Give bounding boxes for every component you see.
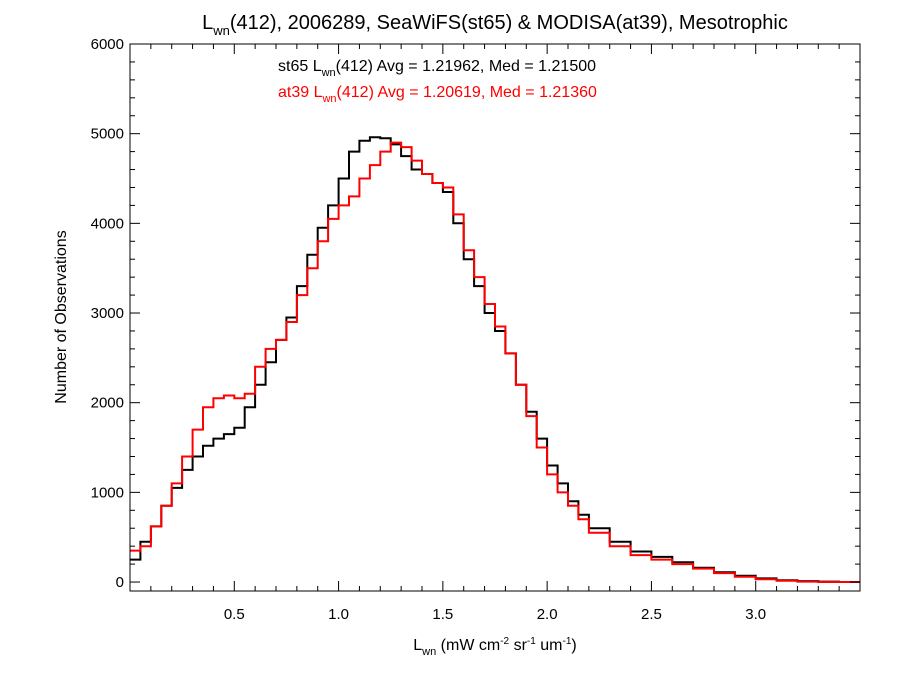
x-tick-label: 1.5 xyxy=(432,606,453,623)
chart-title: Lwn(412), 2006289, SeaWiFS(st65) & MODIS… xyxy=(202,12,788,38)
plot-frame xyxy=(129,43,861,592)
x-axis-label: Lwn (mW cm-2 sr-1 um-1) xyxy=(413,636,576,658)
y-tick-label: 4000 xyxy=(91,215,124,232)
y-tick-label: 5000 xyxy=(91,126,124,143)
y-axis-ticks: 0 1000 2000 3000 4000 5000 6000 xyxy=(91,36,860,591)
x-tick-label: 3.0 xyxy=(745,606,766,623)
y-tick-label: 0 xyxy=(116,574,124,591)
y-axis-label: Number of Observations xyxy=(53,230,70,403)
y-tick-label: 2000 xyxy=(91,395,124,412)
y-tick-label: 3000 xyxy=(91,305,124,322)
x-tick-label: 1.0 xyxy=(328,606,349,623)
y-tick-label: 6000 xyxy=(91,36,124,53)
x-tick-label: 0.5 xyxy=(224,606,245,623)
series-st65-stats: st65 Lwn(412) Avg = 1.21962, Med = 1.215… xyxy=(278,58,596,79)
plot-area xyxy=(130,136,860,583)
x-axis-ticks: 0.5 1.0 1.5 2.0 2.5 3.0 xyxy=(129,44,861,623)
series-at39-stats: at39 Lwn(412) Avg = 1.20619, Med = 1.213… xyxy=(278,84,597,105)
x-tick-label: 2.0 xyxy=(537,606,558,623)
x-tick-label: 2.5 xyxy=(641,606,662,623)
series-st65-line xyxy=(130,136,860,583)
y-tick-label: 1000 xyxy=(91,484,124,501)
series-at39-line xyxy=(130,141,860,583)
